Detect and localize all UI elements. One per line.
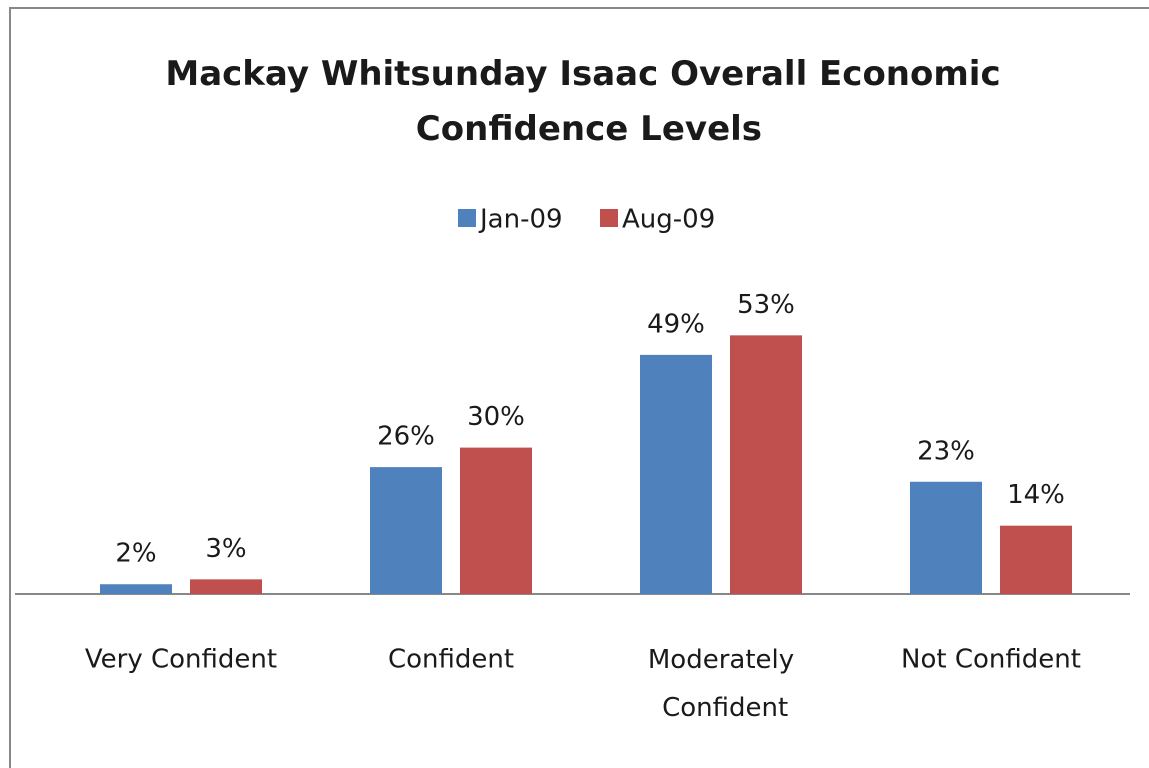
- legend-label: Jan-09: [478, 205, 563, 235]
- bar: [190, 579, 262, 594]
- chart-title: Mackay Whitsunday Isaac Overall Economic…: [165, 54, 1000, 149]
- data-label: 53%: [737, 290, 795, 320]
- chart-frame: [9, 7, 1149, 768]
- bar: [1000, 525, 1072, 594]
- legend-label: Aug-09: [622, 205, 715, 235]
- data-label: 2%: [115, 539, 156, 569]
- data-label: 23%: [917, 436, 975, 466]
- bar: [640, 354, 712, 594]
- bar: [100, 584, 172, 594]
- bar: [910, 481, 982, 594]
- data-label: 49%: [647, 309, 705, 339]
- data-label: 14%: [1007, 480, 1065, 510]
- bar: [460, 447, 532, 594]
- data-label: 3%: [205, 534, 246, 564]
- x-tick-label: Confident: [388, 645, 514, 675]
- x-tick-label: Very Confident: [85, 645, 277, 675]
- x-tick-label: Moderately Confident: [648, 645, 794, 723]
- bar: [730, 335, 802, 594]
- legend-swatch: [600, 209, 618, 227]
- bar: [370, 467, 442, 594]
- legend-swatch: [458, 209, 476, 227]
- x-tick-label: Not Confident: [901, 645, 1081, 675]
- data-label: 26%: [377, 422, 435, 452]
- data-label: 30%: [467, 402, 525, 432]
